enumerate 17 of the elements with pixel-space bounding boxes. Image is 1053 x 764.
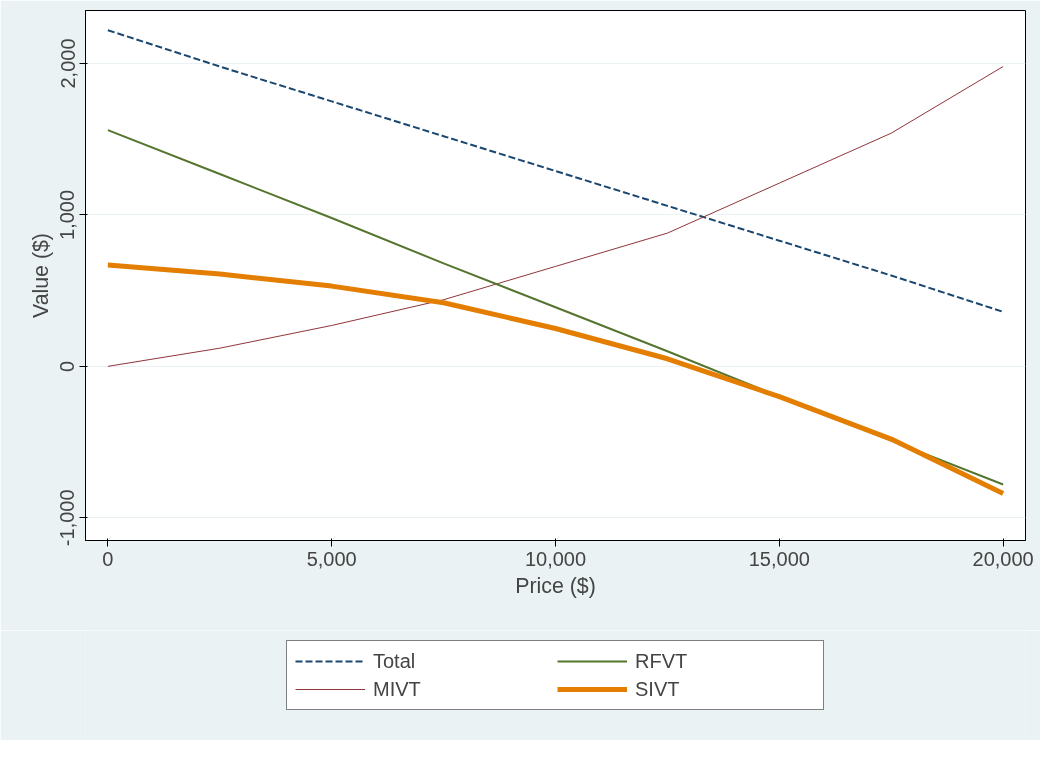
x-tick-label: 5,000 — [306, 547, 357, 570]
legend-label: SIVT — [635, 677, 681, 701]
y-tick-label: 1,000 — [56, 189, 79, 240]
y-tick-label: -1,000 — [56, 489, 79, 547]
line-series — [106, 29, 1005, 313]
legend-label: MIVT — [373, 677, 422, 701]
legend-label: RFVT — [635, 649, 689, 673]
x-tick-label: 15,000 — [748, 547, 810, 570]
line-series — [107, 66, 1004, 367]
x-axis-title: Price ($) — [515, 573, 596, 598]
legend-label: Total — [373, 649, 417, 673]
y-tick-label: 0 — [56, 360, 79, 372]
x-tick-label: 20,000 — [972, 547, 1034, 570]
x-tick-label: 10,000 — [524, 547, 587, 570]
y-axis-title: Value ($) — [28, 233, 53, 318]
y-tick-label: 2,000 — [56, 38, 79, 89]
x-tick-label: 0 — [102, 547, 114, 570]
